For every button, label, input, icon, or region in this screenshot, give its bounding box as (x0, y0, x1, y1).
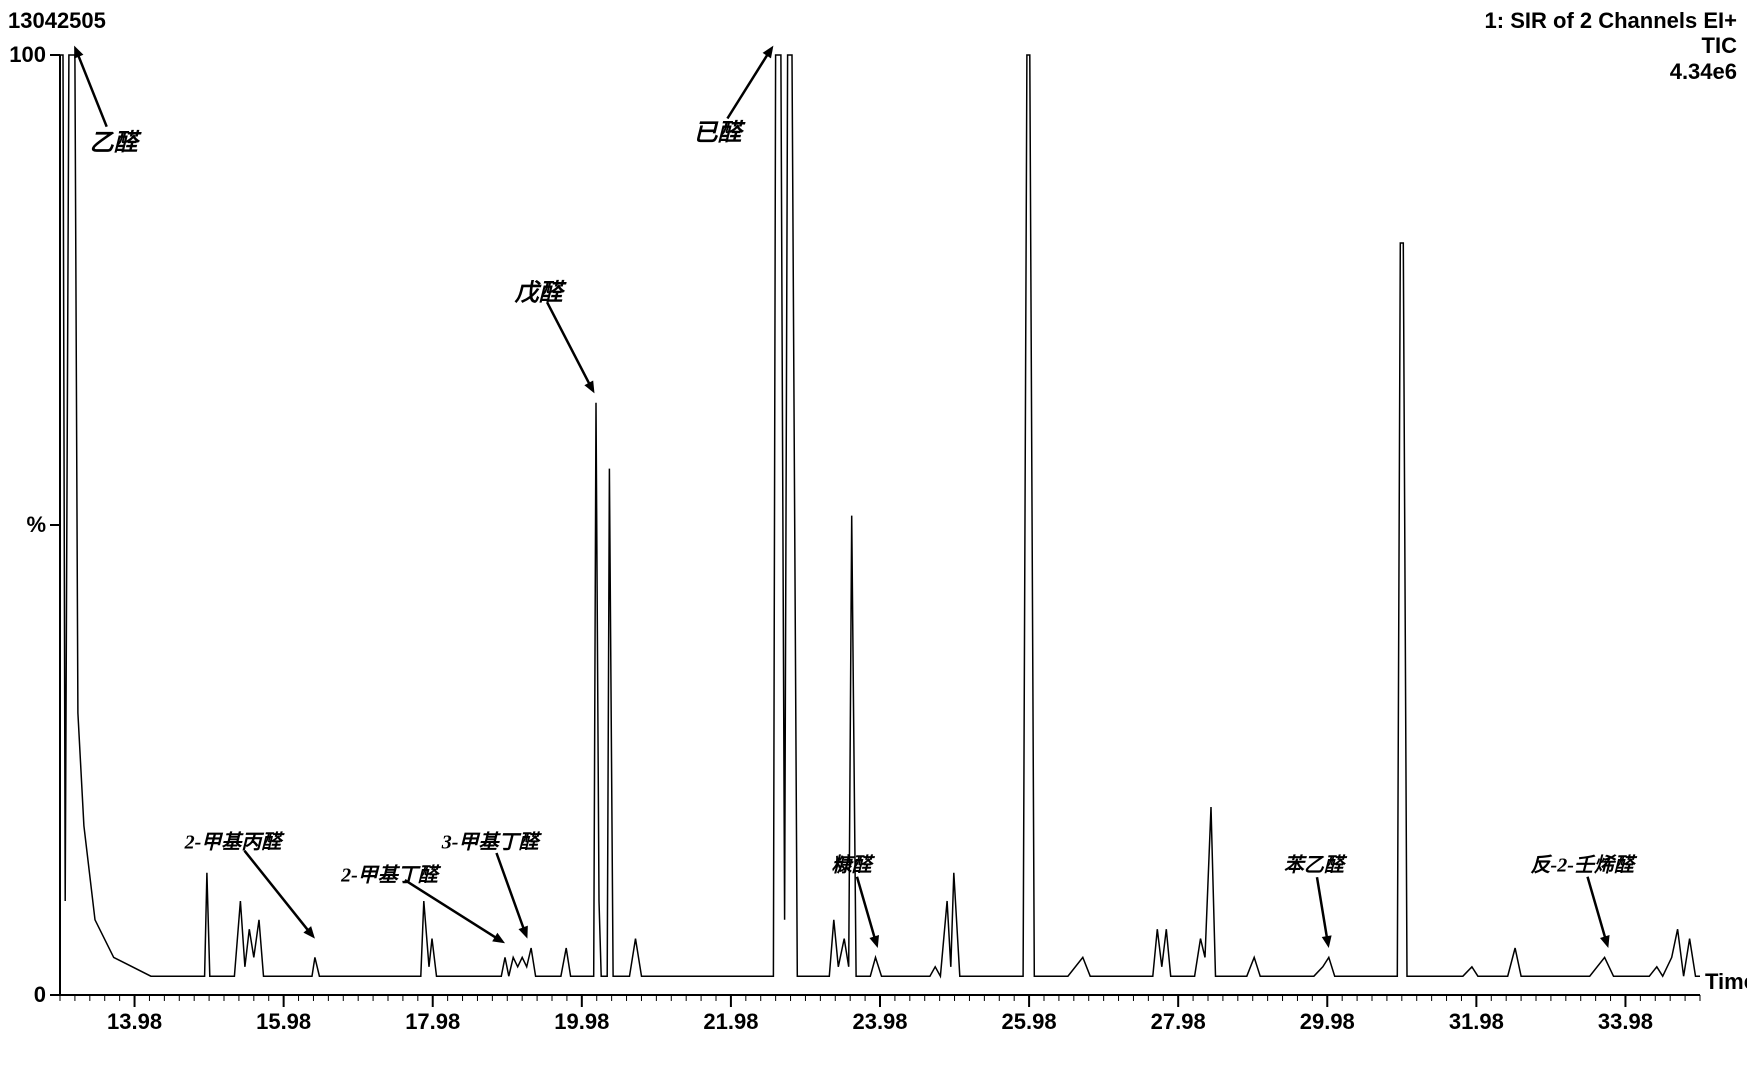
svg-text:0: 0 (34, 982, 46, 1007)
svg-text:15.98: 15.98 (256, 1009, 311, 1034)
peak-annotation: 乙醛 (90, 122, 138, 157)
peak-annotation: 已醛 (693, 113, 741, 148)
svg-text:21.98: 21.98 (703, 1009, 758, 1034)
peak-annotation: 糠醛 (832, 849, 872, 878)
peak-annotation: 戊醛 (515, 273, 563, 308)
chromatogram-figure: 13042505 1: SIR of 2 Channels EI+ TIC 4.… (0, 0, 1747, 1080)
peak-annotation: 2-甲基丙醛 (185, 825, 282, 854)
svg-text:17.98: 17.98 (405, 1009, 460, 1034)
svg-text:27.98: 27.98 (1151, 1009, 1206, 1034)
peak-annotation: 反-2-壬烯醛 (1531, 849, 1634, 878)
svg-text:13.98: 13.98 (107, 1009, 162, 1034)
peak-annotation: 苯乙醛 (1284, 849, 1344, 878)
peak-annotation: 2-甲基丁醛 (341, 858, 438, 887)
svg-text:29.98: 29.98 (1300, 1009, 1355, 1034)
svg-text:100: 100 (9, 42, 46, 67)
svg-text:23.98: 23.98 (852, 1009, 907, 1034)
svg-text:%: % (26, 512, 46, 537)
chromatogram-plot: 0 100% 13.98 15.98 17.98 19.98 21.98 23.98 25.98… (0, 0, 1747, 1080)
svg-text:25.98: 25.98 (1002, 1009, 1057, 1034)
svg-text:19.98: 19.98 (554, 1009, 609, 1034)
peak-annotation: 3-甲基丁醛 (442, 825, 539, 854)
svg-text:33.98: 33.98 (1598, 1009, 1653, 1034)
svg-text:31.98: 31.98 (1449, 1009, 1504, 1034)
svg-text:Time: Time (1705, 969, 1747, 994)
